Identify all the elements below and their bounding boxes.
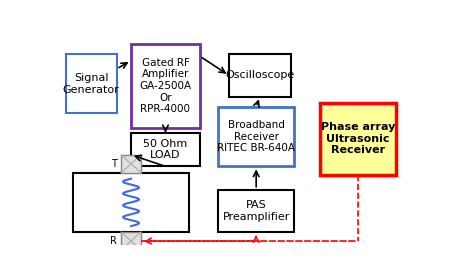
Text: Phase array
Ultrasonic
Receiver: Phase array Ultrasonic Receiver bbox=[321, 122, 395, 155]
Text: Oscilloscope: Oscilloscope bbox=[225, 70, 294, 80]
Bar bbox=[320, 103, 396, 175]
Text: Gated RF
Amplifier
GA-2500A
Or
RPR-4000: Gated RF Amplifier GA-2500A Or RPR-4000 bbox=[139, 58, 191, 114]
Bar bbox=[218, 190, 294, 232]
Text: 50 Ohm
LOAD: 50 Ohm LOAD bbox=[143, 139, 188, 160]
Text: T: T bbox=[111, 159, 117, 169]
Text: PAS
Preamplifier: PAS Preamplifier bbox=[222, 200, 290, 222]
Bar bbox=[121, 155, 141, 173]
Bar bbox=[229, 54, 291, 97]
Text: Broadband
Receiver
RITEC BR-640A: Broadband Receiver RITEC BR-640A bbox=[217, 120, 295, 153]
Bar bbox=[66, 54, 117, 114]
Bar bbox=[218, 107, 294, 166]
Bar bbox=[131, 133, 200, 166]
Bar bbox=[121, 232, 141, 250]
Text: R: R bbox=[110, 236, 117, 246]
Bar bbox=[73, 173, 189, 232]
Text: Signal
Generator: Signal Generator bbox=[63, 73, 119, 95]
Bar bbox=[131, 43, 200, 128]
